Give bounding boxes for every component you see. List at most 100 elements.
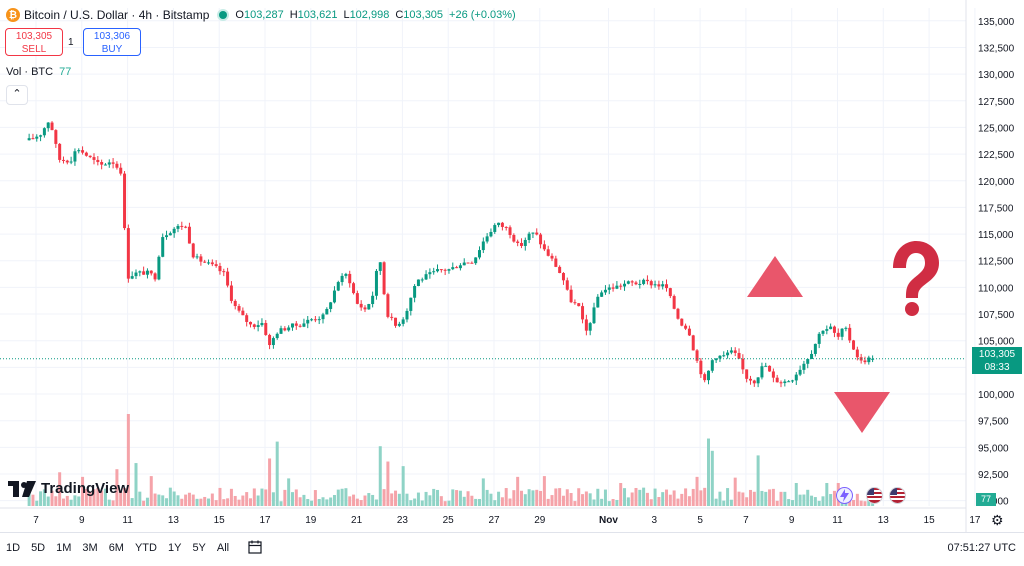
down-arrow-annotation[interactable] [834, 392, 890, 433]
period-1m[interactable]: 1M [56, 542, 72, 554]
price-tick-label: 97,500 [978, 417, 1009, 428]
candle-body [359, 303, 363, 308]
volume-bar [798, 494, 802, 506]
volume-bar [248, 498, 252, 506]
candle-body [680, 318, 684, 326]
chart-settings-gear-icon[interactable]: ⚙ [991, 512, 1004, 528]
volume-bar [126, 414, 130, 506]
volume-bar [535, 489, 539, 506]
volume-bar [737, 491, 741, 506]
volume-bar [290, 492, 294, 506]
lightning-event-icon[interactable] [836, 487, 853, 504]
candle-body [718, 355, 722, 359]
symbol-title[interactable]: Bitcoin / U.S. Dollar · 4h · Bitstamp [24, 8, 210, 22]
volume-bar [65, 495, 69, 506]
candle-body [768, 365, 772, 372]
candle-body [394, 317, 398, 326]
candle-body [31, 138, 35, 140]
calendar-goto-icon[interactable] [248, 540, 262, 554]
candle-body [806, 359, 810, 364]
volume-bar [764, 491, 768, 506]
candle-body [58, 143, 62, 160]
price-axis[interactable]: 135,000 132,500 130,000 127,500 125,000 122,5… [965, 0, 1015, 532]
volume-bar [565, 489, 569, 506]
volume-bar [581, 494, 585, 506]
volume-bar [77, 496, 81, 506]
period-ytd[interactable]: YTD [134, 542, 157, 554]
candle-body [382, 262, 386, 295]
volume-bar [195, 498, 199, 506]
us-economic-event-icon[interactable] [866, 487, 883, 504]
candle-body [420, 279, 424, 281]
volume-bar [832, 490, 836, 506]
candle-body [302, 323, 306, 327]
period-6m[interactable]: 6M [108, 542, 124, 554]
volume-bar [859, 500, 863, 506]
candle-body [103, 164, 107, 166]
collapse-legend-button[interactable]: ⌃ [6, 85, 28, 105]
period-5d[interactable]: 5D [31, 542, 46, 554]
candle-body [481, 241, 485, 251]
period-3m[interactable]: 3M [82, 542, 98, 554]
volume-bar [245, 492, 249, 506]
period-1y[interactable]: 1Y [167, 542, 182, 554]
candle-body [294, 323, 298, 326]
price-tick-label: 135,000 [978, 17, 1015, 28]
volume-bar [397, 493, 401, 506]
volume-legend[interactable]: Vol · BTC 77 [6, 66, 71, 78]
tradingview-logo[interactable]: TradingView [8, 480, 129, 497]
candle-body [474, 257, 478, 264]
period-5y[interactable]: 5Y [192, 542, 206, 554]
volume-bar [428, 495, 432, 506]
question-mark-annotation[interactable] [893, 241, 939, 316]
candle-body [35, 136, 39, 139]
volume-bar [229, 488, 233, 506]
volume-bar [691, 488, 695, 506]
volume-bar [134, 463, 138, 506]
volume-bar [748, 489, 752, 506]
candle-body [764, 365, 768, 367]
candle-body [863, 360, 867, 363]
candle-body [363, 307, 367, 310]
candle-body [123, 173, 127, 229]
volume-bar [527, 489, 531, 506]
candle-body [558, 266, 562, 274]
up-arrow-annotation[interactable] [747, 256, 803, 297]
period-all[interactable]: All [216, 542, 230, 554]
candle-body [344, 273, 348, 276]
price-chart[interactable]: 135,000 132,500 130,000 127,500 125,000 122,5… [0, 0, 1024, 532]
candle-body [706, 370, 710, 381]
candle-body [378, 262, 382, 271]
candle-body [840, 328, 844, 337]
candle-body [39, 135, 43, 137]
candle-body [279, 328, 283, 334]
price-tick-label: 122,500 [978, 150, 1015, 161]
volume-bar [405, 493, 409, 506]
sell-button[interactable]: 103,305 SELL [5, 28, 63, 56]
time-axis[interactable]: 7 9 11 13 15 17 19 21 23 25 27 29 Nov 3 5 7 9 11 13 15 17 [0, 507, 981, 526]
candle-body [596, 296, 600, 308]
volume-bar [359, 500, 363, 506]
volume-bar [550, 495, 554, 506]
volume-bar [317, 499, 321, 506]
volume-bar [451, 489, 455, 506]
utc-clock[interactable]: 07:51:27 UTC [947, 542, 1016, 554]
time-tick-label: 17 [969, 515, 981, 526]
volume-bar [577, 488, 581, 506]
time-tick-label: 15 [214, 515, 226, 526]
volume-bar [207, 498, 211, 506]
volume-bar [615, 499, 619, 506]
candle-body [287, 327, 291, 331]
volume-bar [325, 499, 329, 506]
candle-body [329, 302, 333, 309]
volume-bar [642, 487, 646, 506]
period-1d[interactable]: 1D [6, 542, 21, 554]
candle-body [290, 323, 294, 328]
market-open-indicator [219, 11, 228, 19]
volume-bar [409, 500, 413, 506]
buy-button[interactable]: 103,306 BUY [83, 28, 141, 56]
volume-bar [706, 438, 710, 506]
volume-bars [27, 414, 875, 506]
us-economic-event-icon[interactable] [889, 487, 906, 504]
volume-bar [332, 495, 336, 506]
